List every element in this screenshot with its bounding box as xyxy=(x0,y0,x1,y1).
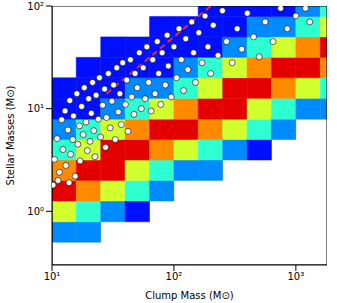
svg-text:10³: 10³ xyxy=(288,271,305,282)
svg-text:10¹: 10¹ xyxy=(27,103,44,114)
svg-text:Clump Mass (M⊙): Clump Mass (M⊙) xyxy=(145,290,234,301)
svg-text:10²: 10² xyxy=(166,271,183,282)
svg-text:10²: 10² xyxy=(27,1,44,12)
svg-text:10¹: 10¹ xyxy=(44,271,61,282)
svg-text:10⁰: 10⁰ xyxy=(27,206,44,217)
svg-text:Stellar Masses (M⊙): Stellar Masses (M⊙) xyxy=(8,85,16,185)
